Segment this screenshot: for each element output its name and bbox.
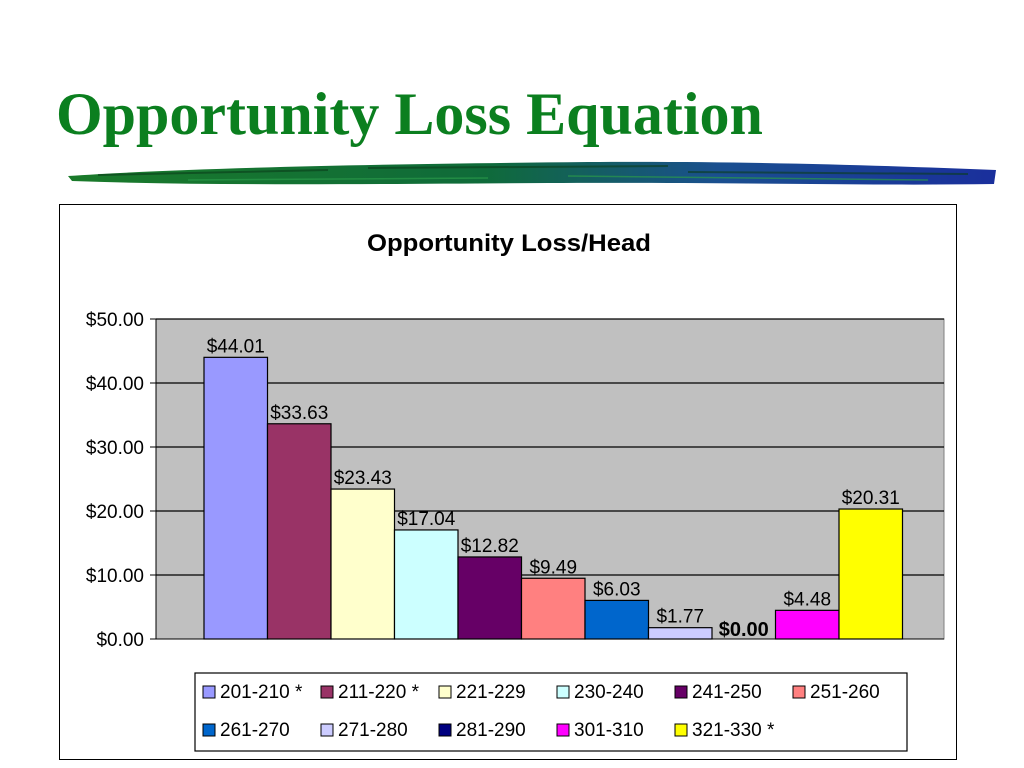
- chart-title: Opportunity Loss/Head: [367, 230, 651, 257]
- opportunity-loss-chart: Opportunity Loss/Head $0.00 $10.00 $20.00 $…: [86, 230, 945, 752]
- chart-frame: Opportunity Loss/Head $0.00 $10.00 $20.00 $…: [59, 204, 957, 760]
- legend-swatch: [438, 723, 452, 737]
- data-label: $33.63: [270, 403, 328, 424]
- data-label: $20.31: [842, 488, 900, 509]
- brush-stroke-divider: [68, 161, 996, 185]
- data-label: $17.04: [397, 509, 456, 530]
- legend-label: 230-240: [574, 682, 644, 703]
- legend-swatch: [792, 685, 806, 699]
- legend-swatch: [556, 685, 570, 699]
- bar-211-220: [266, 423, 332, 640]
- legend-swatch: [320, 723, 334, 737]
- legend-label: 321-330 *: [692, 720, 775, 741]
- y-tick-label: $10.00: [86, 566, 144, 587]
- y-tick-label: $0.00: [96, 630, 144, 651]
- y-tick-label: $40.00: [86, 374, 144, 395]
- legend-swatch: [556, 723, 570, 737]
- legend-box: [194, 672, 908, 752]
- data-label: $44.01: [207, 336, 265, 357]
- y-tick-label: $20.00: [86, 502, 144, 523]
- legend-swatch: [320, 685, 334, 699]
- bar-321-330: [838, 508, 904, 640]
- legend-label: 281-290: [456, 720, 526, 741]
- legend-label: 241-250: [692, 682, 762, 703]
- bar-230-240: [393, 529, 459, 640]
- legend-label: 221-229: [456, 682, 526, 703]
- data-label: $4.48: [783, 589, 831, 610]
- bar-301-310: [774, 609, 840, 640]
- bar-261-270: [584, 599, 650, 640]
- data-label: $23.43: [334, 468, 392, 489]
- data-label: $9.49: [529, 557, 577, 578]
- legend-label: 271-280: [338, 720, 408, 741]
- legend-label: 211-220 *: [338, 682, 420, 703]
- data-label: $12.82: [461, 536, 519, 557]
- data-label: $6.03: [593, 579, 641, 600]
- bar-241-250: [457, 556, 523, 640]
- legend-swatch: [674, 685, 688, 699]
- legend-label: 201-210 *: [220, 682, 303, 703]
- y-tick-label: $30.00: [86, 438, 144, 459]
- slide-title: Opportunity Loss Equation: [56, 81, 763, 147]
- bar-251-260: [520, 577, 586, 640]
- bar-271-280: [647, 627, 713, 640]
- legend-label: 251-260: [810, 682, 880, 703]
- y-tick-label: $50.00: [86, 310, 144, 331]
- legend-swatch: [202, 685, 216, 699]
- legend-swatch: [202, 723, 216, 737]
- legend-label: 261-270: [220, 720, 290, 741]
- bar-221-229: [330, 488, 396, 640]
- legend-swatch: [674, 723, 688, 737]
- bar-201-210: [203, 356, 269, 640]
- legend-label: 301-310: [574, 720, 644, 741]
- data-label: $1.77: [656, 607, 704, 628]
- legend-swatch: [438, 685, 452, 699]
- data-label: $0.00: [719, 619, 769, 641]
